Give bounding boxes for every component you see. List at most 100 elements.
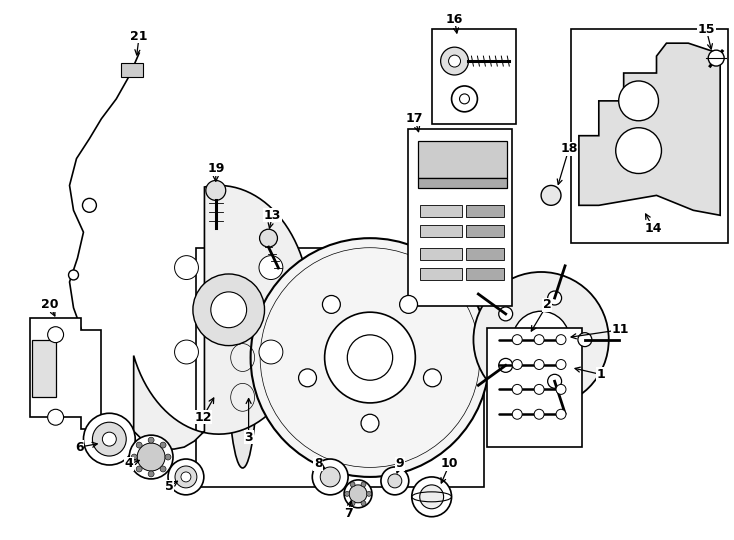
Circle shape [82, 198, 96, 212]
Circle shape [424, 369, 441, 387]
Circle shape [168, 459, 204, 495]
Circle shape [299, 369, 316, 387]
Circle shape [512, 360, 522, 369]
Text: 15: 15 [697, 23, 715, 36]
Bar [420, 205, 462, 217]
Bar [196, 248, 484, 487]
Circle shape [498, 307, 512, 321]
Circle shape [102, 432, 116, 446]
Circle shape [131, 454, 137, 460]
Circle shape [250, 238, 490, 477]
Circle shape [498, 359, 512, 373]
Text: 16: 16 [446, 13, 463, 26]
Text: 12: 12 [194, 411, 211, 424]
Text: 6: 6 [75, 441, 84, 454]
Circle shape [556, 360, 566, 369]
Text: 5: 5 [164, 481, 173, 494]
Circle shape [137, 442, 142, 448]
Circle shape [361, 414, 379, 432]
Circle shape [448, 55, 460, 67]
Circle shape [512, 384, 522, 394]
Circle shape [129, 435, 173, 479]
Circle shape [68, 270, 79, 280]
Circle shape [541, 185, 561, 205]
Circle shape [578, 333, 592, 347]
Polygon shape [134, 185, 310, 449]
Circle shape [349, 485, 367, 503]
Circle shape [165, 454, 171, 460]
Circle shape [556, 409, 566, 419]
Circle shape [616, 128, 661, 173]
Circle shape [137, 466, 142, 472]
Text: 20: 20 [41, 298, 59, 312]
Bar [420, 225, 462, 237]
Text: 14: 14 [644, 222, 662, 235]
Bar [420, 248, 462, 260]
Circle shape [366, 491, 371, 496]
Text: 7: 7 [344, 507, 352, 520]
Circle shape [548, 291, 562, 305]
Text: 9: 9 [396, 457, 404, 470]
Circle shape [312, 459, 348, 495]
Circle shape [175, 340, 198, 364]
Text: 10: 10 [441, 457, 458, 470]
Text: 17: 17 [406, 112, 424, 125]
Circle shape [206, 180, 226, 200]
Circle shape [148, 471, 154, 477]
Circle shape [451, 86, 477, 112]
Circle shape [160, 442, 166, 448]
Polygon shape [418, 140, 507, 179]
Circle shape [556, 335, 566, 345]
Circle shape [48, 327, 64, 342]
Bar [121, 63, 143, 77]
Circle shape [420, 485, 443, 509]
Text: 13: 13 [264, 209, 281, 222]
Circle shape [548, 374, 562, 388]
Circle shape [381, 467, 409, 495]
Circle shape [512, 311, 570, 368]
Circle shape [459, 94, 470, 104]
Circle shape [322, 295, 341, 313]
Bar [408, 129, 512, 306]
Text: 18: 18 [560, 142, 578, 155]
Circle shape [259, 255, 283, 280]
Text: 8: 8 [314, 457, 322, 470]
Circle shape [473, 272, 608, 407]
Bar [467, 248, 504, 260]
Circle shape [175, 255, 198, 280]
Text: 4: 4 [125, 457, 134, 470]
Circle shape [345, 491, 349, 496]
Circle shape [512, 409, 522, 419]
Circle shape [84, 413, 135, 465]
Circle shape [619, 81, 658, 121]
Circle shape [137, 443, 165, 471]
Bar [467, 225, 504, 237]
Circle shape [399, 295, 418, 313]
Bar [420, 268, 462, 280]
Circle shape [48, 409, 64, 425]
Circle shape [534, 335, 544, 345]
Circle shape [160, 466, 166, 472]
Circle shape [175, 466, 197, 488]
Text: 19: 19 [207, 162, 225, 175]
Text: 2: 2 [542, 298, 551, 312]
Bar [487, 328, 582, 447]
Circle shape [412, 477, 451, 517]
Circle shape [259, 340, 283, 364]
Circle shape [534, 360, 544, 369]
Circle shape [512, 335, 522, 345]
Circle shape [556, 384, 566, 394]
Bar [467, 268, 504, 280]
Circle shape [324, 312, 415, 403]
Circle shape [708, 50, 724, 66]
Circle shape [193, 274, 264, 346]
Circle shape [260, 248, 480, 468]
Bar [32, 340, 56, 397]
Circle shape [388, 474, 401, 488]
Circle shape [350, 501, 355, 506]
Polygon shape [418, 179, 507, 188]
Circle shape [211, 292, 247, 328]
Circle shape [534, 384, 544, 394]
Polygon shape [30, 318, 101, 429]
Bar [571, 29, 728, 243]
